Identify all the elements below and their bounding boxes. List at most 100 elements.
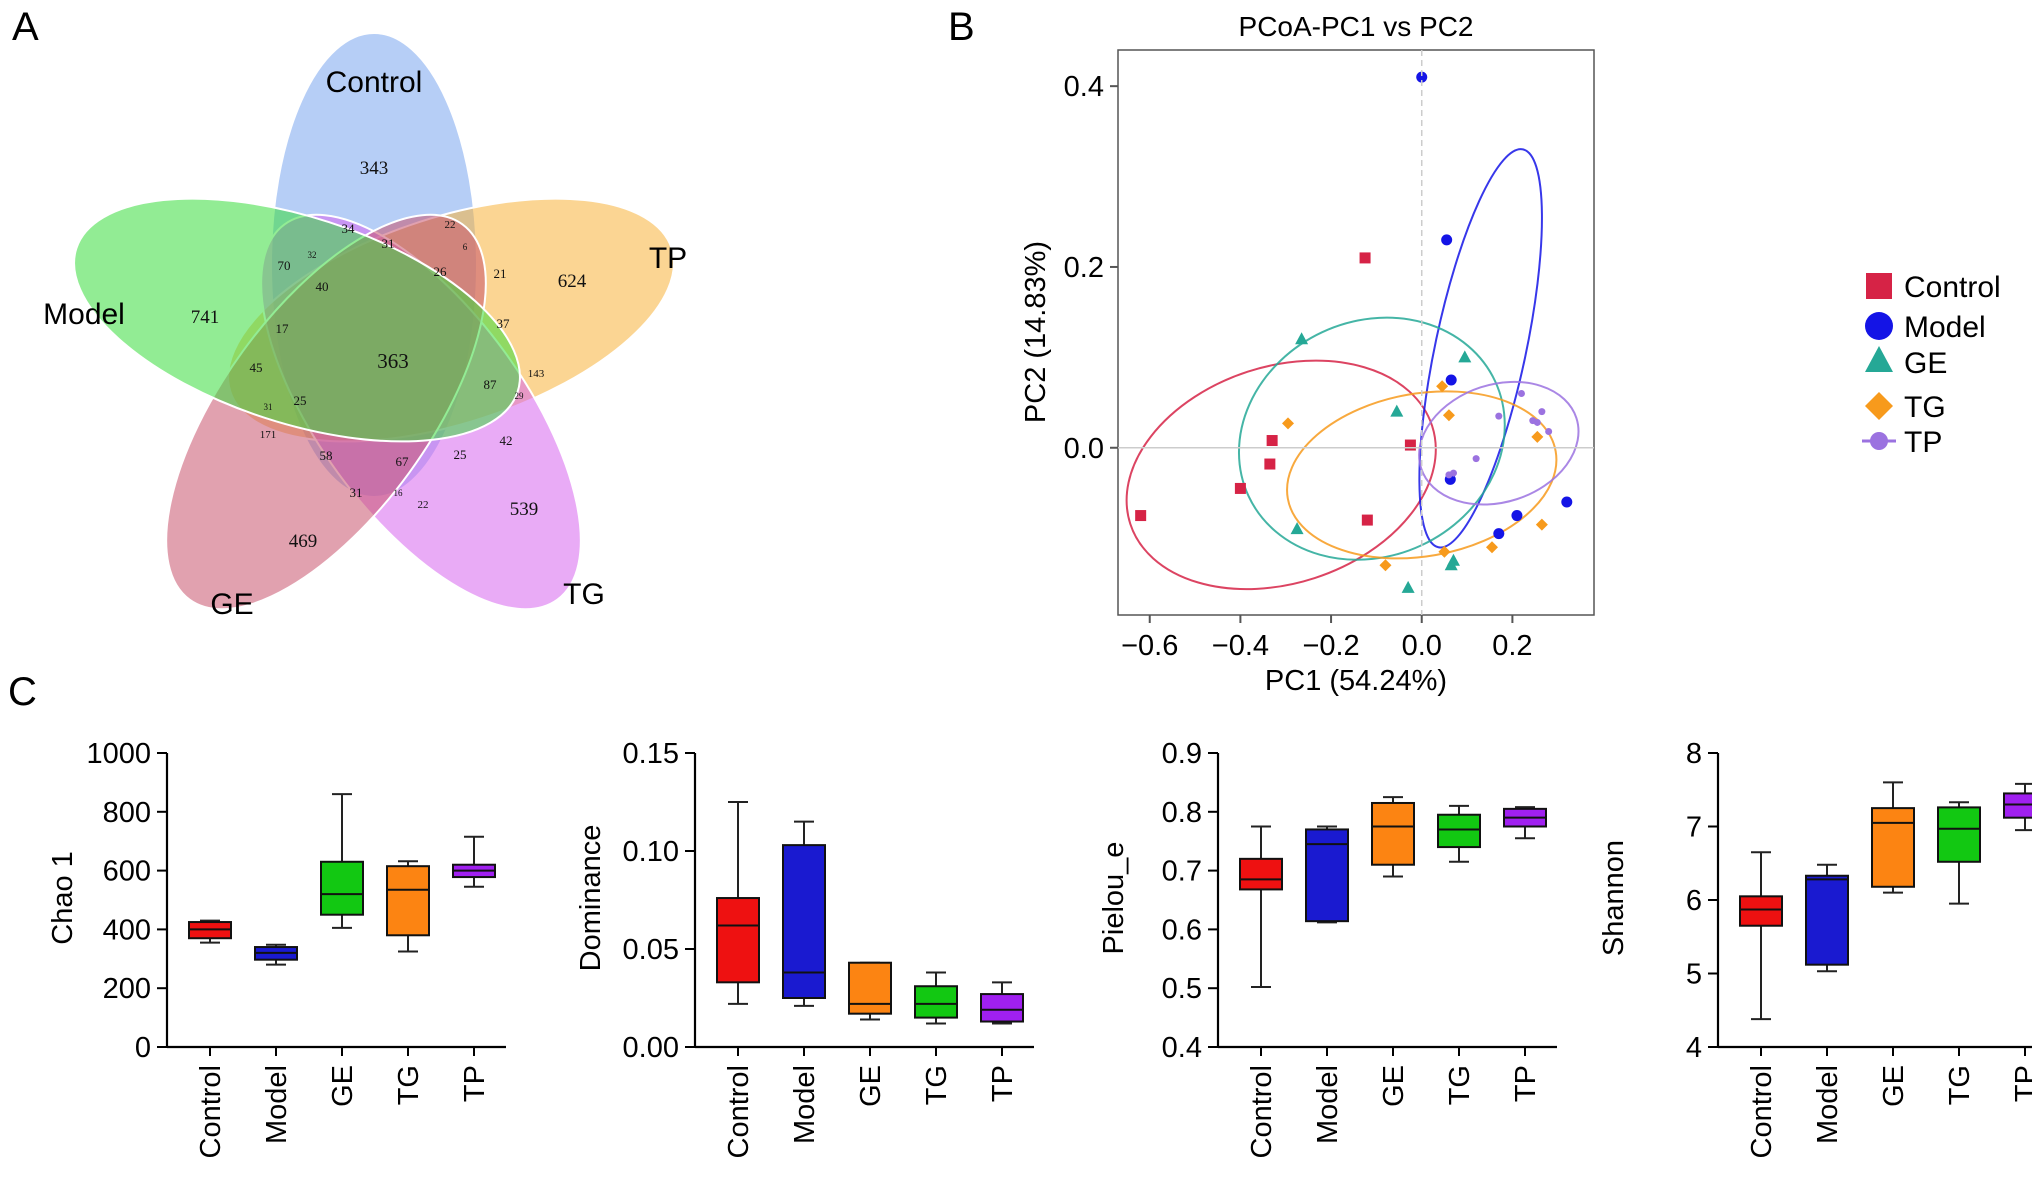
boxplot-y-tick-label: 0.5 <box>1162 973 1202 1005</box>
legend-label-control: Control <box>1904 271 2001 304</box>
pcoa-x-axis-label: PC1 (54.24%) <box>1265 665 1447 697</box>
venn-region-count: 31 <box>350 485 363 500</box>
pcoa-point-ge <box>1458 350 1472 363</box>
venn-ellipse-model <box>73 197 521 443</box>
pcoa-point-model <box>1511 510 1523 522</box>
legend-circle-icon <box>1865 312 1893 340</box>
boxplot-category-label: TG <box>921 1065 953 1105</box>
boxplot-box <box>320 860 364 916</box>
pcoa-point-control <box>1135 510 1147 522</box>
venn-unique-ge: 469 <box>289 531 318 552</box>
boxplot-y-tick-label: 400 <box>103 914 151 946</box>
venn-unique-control: 343 <box>360 158 389 179</box>
boxplot-box <box>848 961 892 1015</box>
pcoa-ellipse-tg <box>1286 390 1558 560</box>
pcoa-point-ge <box>1446 553 1460 566</box>
pcoa-point-control <box>1404 439 1416 451</box>
boxplot-category-label: Control <box>195 1065 227 1159</box>
pcoa-point-tp <box>1533 418 1541 426</box>
legend-label-tg: TG <box>1904 391 1946 424</box>
pcoa-point-tg <box>1436 380 1449 393</box>
boxplot-category-label: GE <box>1378 1065 1410 1107</box>
pcoa-point-model <box>1441 234 1453 246</box>
pcoa-legend: Control Model GE TG TP <box>1862 271 2001 459</box>
pcoa-point-tg <box>1486 541 1498 554</box>
pcoa-scatter-plot: PCoA-PC1 vs PC2 PC1 (54.24%) PC2 (14.83%… <box>1020 11 1595 697</box>
boxplot-category-label: TG <box>1444 1065 1476 1105</box>
boxplot-y-tick-label: 4 <box>1686 1032 1702 1064</box>
boxplot-category-label: Control <box>1746 1065 1778 1159</box>
panel-label-a: A <box>12 5 39 49</box>
boxplot-y-tick-label: 5 <box>1686 959 1702 991</box>
pcoa-point-tp <box>1472 455 1480 463</box>
pcoa-point-tp <box>1545 427 1553 435</box>
boxplot-category-label: Model <box>261 1065 293 1144</box>
venn-region-count: 31 <box>382 236 395 251</box>
pcoa-point-ge <box>1390 404 1404 417</box>
venn-region-count: 22 <box>418 499 429 511</box>
boxplot-category-label: Model <box>1812 1065 1844 1144</box>
pcoa-point-tg <box>1438 545 1451 558</box>
boxplot-box <box>1739 895 1783 927</box>
pcoa-y-tick-label: 0.0 <box>1064 433 1104 465</box>
boxplot-y-tick-label: 0.8 <box>1162 797 1202 829</box>
venn-region-count: 16 <box>394 488 404 498</box>
venn-region-count: 6 <box>463 242 468 252</box>
venn-unique-model: 741 <box>191 307 220 328</box>
venn-unique-tp: 624 <box>558 271 587 292</box>
venn-set-name-tg: TG <box>563 578 605 611</box>
boxplot-shannon: Shannon 4 5 6 7 8 Control Model GE TG TP <box>1598 738 2032 1159</box>
pcoa-point-tp <box>1538 408 1546 416</box>
pcoa-point-ge <box>1295 332 1309 345</box>
pcoa-x-tick-label: −0.2 <box>1302 630 1359 662</box>
venn-region-count: 21 <box>494 266 507 281</box>
venn-set-name-ge: GE <box>210 588 253 621</box>
pcoa-point-tg <box>1282 417 1294 430</box>
pcoa-point-ge <box>1290 522 1304 535</box>
boxplot-y-tick-label: 0.4 <box>1162 1032 1202 1064</box>
boxplot-y-tick-label: 0.05 <box>623 934 679 966</box>
boxplot-box <box>782 844 826 999</box>
boxplot-box <box>1239 857 1283 891</box>
boxplot-category-label: TG <box>1944 1065 1976 1105</box>
pcoa-plot-frame <box>1117 49 1595 616</box>
boxplot-box <box>980 993 1024 1023</box>
venn-unique-tg: 539 <box>510 499 539 520</box>
boxplot-y-tick-label: 8 <box>1686 738 1702 770</box>
pcoa-point-tp <box>1517 390 1525 398</box>
pcoa-ellipse-model <box>1418 148 1543 549</box>
boxplot-box <box>1871 807 1915 888</box>
pcoa-x-tick-label: −0.6 <box>1121 630 1178 662</box>
boxplot-category-label: Control <box>1246 1065 1278 1159</box>
pcoa-ellipse-control <box>1125 359 1437 591</box>
boxplot-category-label: Control <box>723 1065 755 1159</box>
venn-region-count: 40 <box>316 279 329 294</box>
legend-label-tp: TP <box>1904 426 1942 459</box>
boxplot-category-label: TG <box>393 1065 425 1105</box>
venn-region-count: 58 <box>320 448 333 463</box>
pcoa-point-model <box>1445 374 1457 386</box>
venn-region-count: 42 <box>500 433 513 448</box>
venn-region-count: 31 <box>264 402 273 412</box>
boxplot-box <box>716 897 760 984</box>
pcoa-x-tick-label: 0.2 <box>1492 630 1532 662</box>
pcoa-y-axis-label: PC2 (14.83%) <box>1020 241 1052 423</box>
boxplot-category-label: GE <box>855 1065 887 1107</box>
boxplot-y-axis-label: Chao 1 <box>47 851 79 945</box>
legend-square-icon <box>1866 273 1892 299</box>
boxplot-category-label: TP <box>1510 1065 1542 1102</box>
venn-set-name-tp: TP <box>649 242 687 275</box>
legend-label-model: Model <box>1904 311 1986 344</box>
pcoa-y-tick-label: 0.4 <box>1064 71 1104 103</box>
boxplot-y-tick-label: 6 <box>1686 885 1702 917</box>
boxplot-box <box>386 865 430 937</box>
pcoa-title: PCoA-PC1 vs PC2 <box>1239 11 1474 42</box>
venn-region-count: 34 <box>342 221 356 236</box>
pcoa-point-model <box>1561 496 1573 508</box>
boxplot-y-tick-label: 0 <box>135 1032 151 1064</box>
boxplot-y-axis-label: Dominance <box>575 825 607 972</box>
pcoa-y-tick-label: 0.2 <box>1064 252 1104 284</box>
boxplot-y-tick-label: 0.6 <box>1162 914 1202 946</box>
boxplot-y-axis-label: Pielou_e <box>1098 842 1130 955</box>
